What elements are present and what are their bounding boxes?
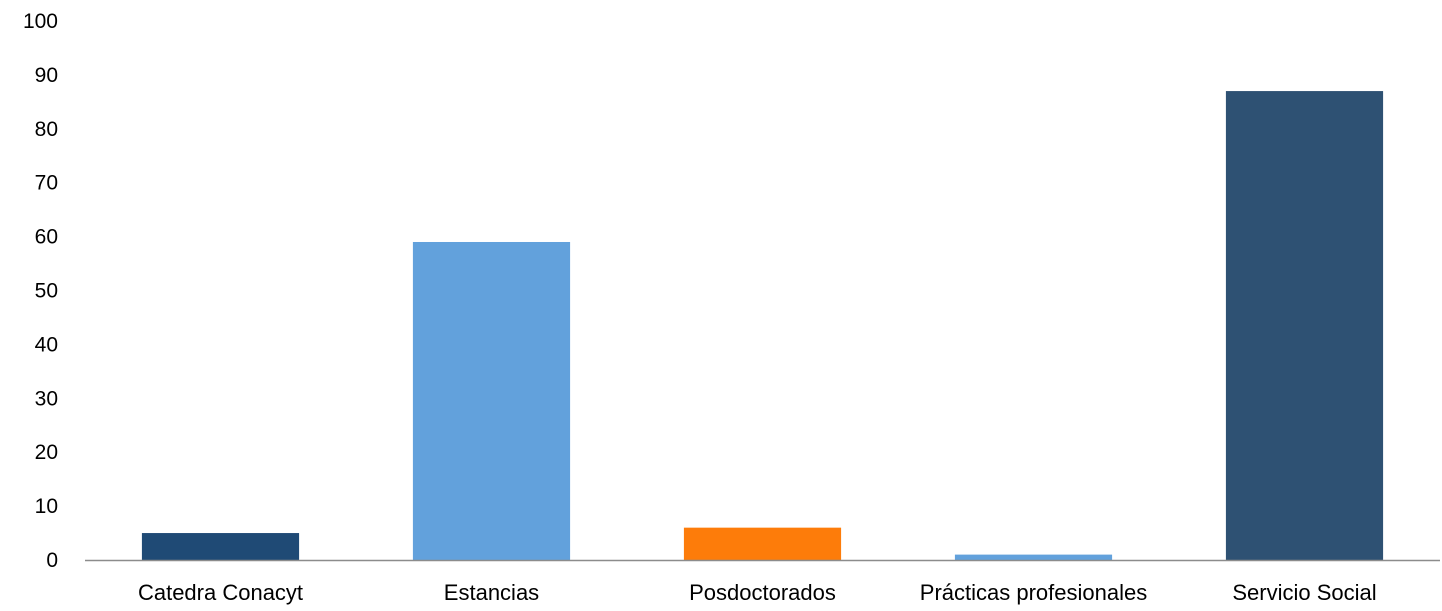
y-tick-label: 60 (35, 226, 58, 249)
bar (412, 241, 571, 561)
y-tick-label: 40 (35, 333, 58, 356)
bar (954, 554, 1113, 560)
y-tick-label: 50 (35, 280, 58, 303)
x-category-label: Estancias (444, 580, 539, 605)
y-tick-label: 10 (35, 495, 58, 518)
y-tick-label: 20 (35, 441, 58, 464)
x-category-label: Posdoctorados (689, 580, 836, 605)
bar (1225, 91, 1384, 560)
x-category-label: Servicio Social (1232, 580, 1376, 605)
x-axis-category-labels: Catedra Conacyt Estancias Posdoctorados Prá… (138, 580, 1377, 605)
y-tick-label: 30 (35, 387, 58, 410)
y-tick-label: 70 (35, 172, 58, 195)
bar (141, 533, 300, 560)
x-category-label: Catedra Conacyt (138, 580, 303, 605)
y-tick-label: 0 (46, 549, 58, 572)
bar (683, 527, 842, 560)
bars (141, 91, 1384, 561)
y-tick-label: 100 (23, 10, 58, 33)
y-axis-tick-labels: 0 10 20 30 40 50 60 70 80 90 100 (23, 10, 58, 572)
y-tick-label: 80 (35, 118, 58, 141)
x-category-label: Prácticas profesionales (920, 580, 1147, 605)
y-tick-label: 90 (35, 64, 58, 87)
